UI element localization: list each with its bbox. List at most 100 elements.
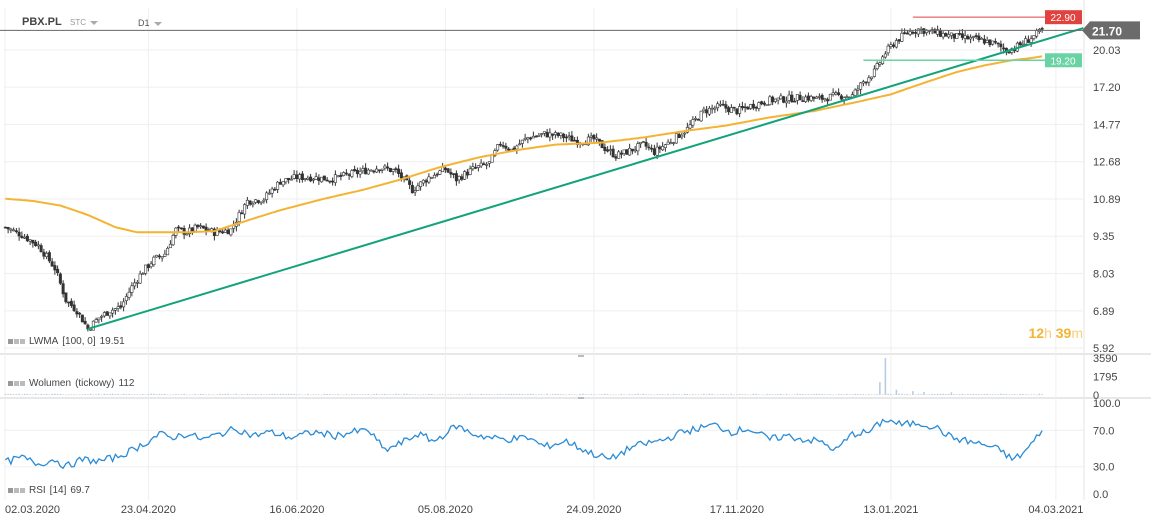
candle-body	[691, 119, 695, 126]
candle-body	[795, 94, 799, 101]
candle-body	[388, 167, 392, 172]
volume-bar	[868, 393, 870, 395]
candle-body	[762, 102, 766, 105]
volume-bar	[169, 394, 172, 396]
candle-body	[416, 185, 420, 191]
resistance-badge	[1045, 10, 1082, 25]
candle-body	[369, 169, 373, 172]
candle-body	[556, 132, 560, 137]
volume-bar	[37, 394, 40, 395]
candle-body	[100, 315, 104, 318]
candle-body	[663, 144, 667, 148]
candle-body	[339, 174, 343, 177]
volume-bar	[939, 393, 942, 395]
volume-bar	[989, 394, 991, 395]
volume-bar	[513, 393, 515, 395]
indicator-settings-icon[interactable]	[8, 488, 25, 493]
volume-bar	[890, 394, 892, 395]
volume-bar	[562, 394, 565, 395]
indicator-settings-icon[interactable]	[8, 381, 25, 386]
symbol-type-selector[interactable]: STC	[70, 18, 98, 27]
volume-bar	[810, 394, 812, 395]
candle-body	[119, 305, 123, 308]
candle-body	[496, 144, 500, 151]
candle-body	[113, 308, 117, 311]
volume-value: 112	[118, 378, 135, 389]
candle-body	[221, 231, 225, 234]
volume-bar	[1024, 394, 1027, 395]
candle-body	[699, 110, 703, 122]
candle-body	[364, 167, 368, 175]
candle-body	[314, 176, 318, 180]
candle-body	[757, 102, 761, 109]
candle-body	[542, 131, 546, 134]
candle-body	[471, 166, 475, 170]
candle-body	[501, 145, 505, 147]
candle-body	[201, 225, 205, 229]
volume-bar	[62, 394, 64, 396]
candle-body	[64, 292, 68, 303]
candle-body	[358, 171, 362, 175]
candle-body	[69, 300, 73, 306]
candle-body	[155, 254, 159, 258]
volume-bar	[494, 394, 496, 396]
candle-body	[603, 146, 607, 151]
candle-body	[23, 236, 27, 239]
candle-body	[130, 285, 134, 293]
volume-bar	[906, 393, 909, 395]
volume-bar	[1002, 393, 1005, 395]
volume-bar	[188, 394, 191, 396]
candle-body	[410, 185, 414, 194]
volume-bar	[1022, 393, 1024, 395]
volume-bar	[642, 393, 645, 395]
volume-bar	[290, 393, 293, 395]
volume-bar	[766, 394, 768, 395]
candle-body	[185, 233, 189, 236]
candle-body	[243, 204, 247, 215]
volume-bar	[667, 393, 669, 395]
volume-bar	[741, 394, 744, 395]
candle-body	[325, 179, 329, 182]
volume-bar	[81, 394, 84, 396]
volume-bar	[980, 394, 983, 395]
timeframe-selector[interactable]: D1	[138, 18, 162, 28]
candle-body	[300, 173, 304, 180]
indicator-settings-icon[interactable]	[8, 339, 25, 344]
volume-bar	[370, 394, 372, 396]
volume-indicator-label[interactable]: Wolumen (tickowy) 112	[8, 378, 134, 389]
symbol-label[interactable]: PBX.PL	[22, 16, 62, 28]
lwma-indicator-label[interactable]: LWMA [100, 0] 19.51	[8, 336, 125, 347]
candle-body	[622, 149, 626, 154]
countdown-hours: 12	[1028, 325, 1045, 341]
candle-body	[771, 96, 775, 103]
volume-bar	[656, 394, 658, 395]
volume-bar	[54, 393, 56, 395]
volume-bar	[637, 393, 639, 395]
volume-bar	[472, 394, 474, 396]
candle-body	[50, 261, 54, 267]
candle-body	[468, 168, 472, 175]
volume-bar	[221, 394, 224, 395]
volume-bar	[496, 394, 499, 395]
volume-bar	[359, 394, 361, 395]
volume-bar	[964, 394, 966, 396]
volume-bar	[224, 393, 227, 395]
candle-body	[875, 63, 879, 70]
volume-bar	[799, 393, 801, 395]
volume-bar	[950, 392, 953, 395]
volume-bar	[565, 394, 568, 396]
x-tick-label: 04.03.2021	[1028, 504, 1083, 516]
rsi-indicator-label[interactable]: RSI [14] 69.7	[8, 485, 90, 496]
candle-body	[1026, 39, 1030, 43]
x-tick-label: 13.01.2021	[863, 504, 918, 516]
x-tick-label: 24.09.2020	[566, 504, 621, 516]
x-axis: 02.03.2020 23.04.2020 16.06.2020 05.08.2020…	[5, 504, 1083, 516]
volume-bar	[417, 394, 419, 396]
y-tick-label: 9.35	[1093, 231, 1114, 243]
volume-bar	[543, 394, 546, 396]
volume-bar	[623, 394, 625, 396]
volume-bar	[447, 394, 449, 396]
candle-body	[787, 94, 791, 101]
volume-bar	[991, 394, 994, 396]
candle-body	[614, 156, 618, 159]
